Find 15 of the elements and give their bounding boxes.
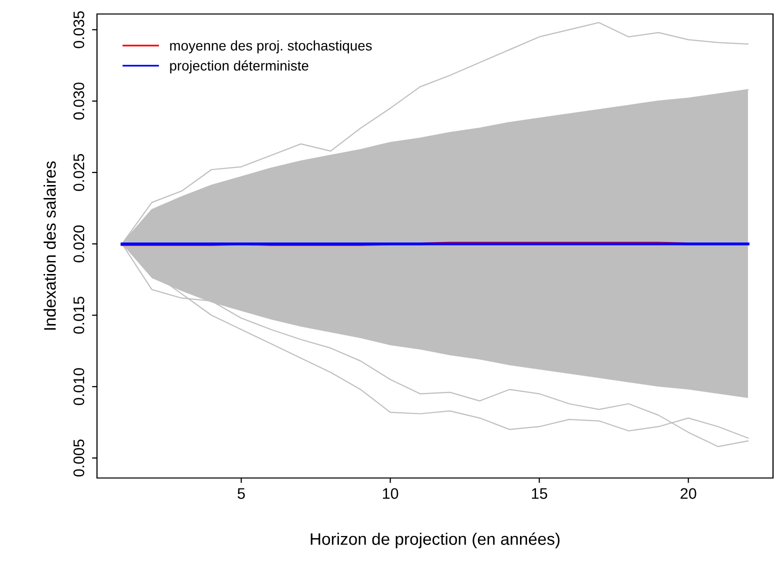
x-tick-label: 5 xyxy=(238,488,245,499)
legend-label: projection déterministe xyxy=(170,60,308,74)
x-tick-label: 15 xyxy=(532,488,548,499)
x-tick-label: 20 xyxy=(680,488,696,499)
y-tick-label: 0.030 xyxy=(73,82,84,120)
x-tick-label: 10 xyxy=(382,488,398,499)
x-axis-title: Horizon de projection (en années) xyxy=(310,532,560,548)
legend-label: moyenne des proj. stochastiques xyxy=(170,40,372,54)
y-tick-label: 0.025 xyxy=(73,154,84,191)
y-tick-label: 0.010 xyxy=(73,368,84,406)
y-tick-label: 0.005 xyxy=(73,440,84,477)
y-tick-label: 0.020 xyxy=(73,225,84,262)
y-axis-title: Indexation des salaires xyxy=(44,161,56,330)
y-tick-label: 0.035 xyxy=(73,11,84,48)
y-tick-label: 0.015 xyxy=(73,296,84,334)
